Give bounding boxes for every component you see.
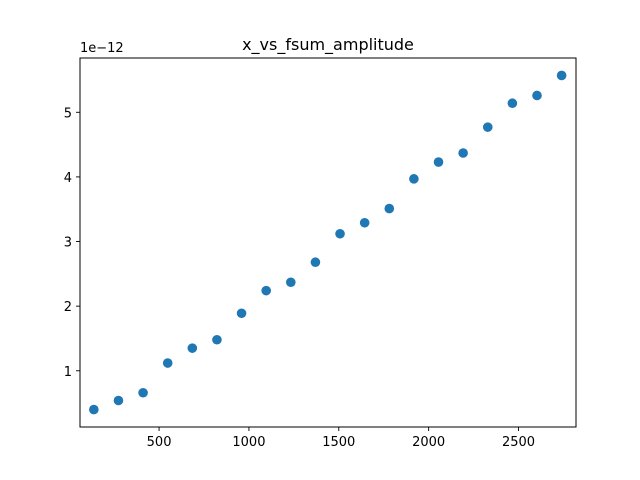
y-offset-label: 1e−12	[80, 41, 124, 56]
data-point	[507, 98, 518, 109]
x-axis: 500 1000 1500 2000 2500	[147, 427, 535, 450]
data-point	[236, 308, 247, 319]
y-axis: 1 2 3 4 5	[64, 106, 80, 380]
data-point	[458, 148, 468, 158]
data-point	[113, 395, 124, 406]
data-point	[310, 257, 321, 268]
x-tick-label: 2500	[502, 435, 535, 450]
y-tick-label: 2	[64, 300, 72, 315]
data-point	[138, 387, 148, 398]
data-point	[482, 122, 493, 132]
data-points	[89, 70, 567, 415]
data-point	[433, 157, 444, 167]
data-point	[162, 358, 173, 368]
data-point	[212, 334, 222, 345]
data-point	[532, 90, 542, 101]
y-tick-label: 3	[64, 236, 72, 251]
plot-frame	[79, 57, 577, 428]
data-point	[261, 285, 271, 296]
x-tick-label: 500	[147, 435, 172, 450]
data-point	[187, 343, 198, 353]
y-tick-label: 5	[64, 106, 72, 121]
data-point	[409, 174, 419, 184]
data-point	[384, 203, 395, 214]
data-point	[556, 70, 567, 81]
x-tick-label: 1000	[232, 435, 265, 450]
data-point	[286, 277, 296, 288]
chart-title: x_vs_fsum_amplitude	[242, 35, 414, 55]
x-tick-label: 1500	[322, 435, 355, 450]
y-tick-label: 4	[64, 171, 72, 186]
data-point	[335, 228, 345, 239]
data-point	[359, 217, 370, 228]
y-tick-label: 1	[64, 365, 72, 380]
data-point	[89, 404, 99, 415]
x-tick-label: 2000	[412, 435, 445, 450]
